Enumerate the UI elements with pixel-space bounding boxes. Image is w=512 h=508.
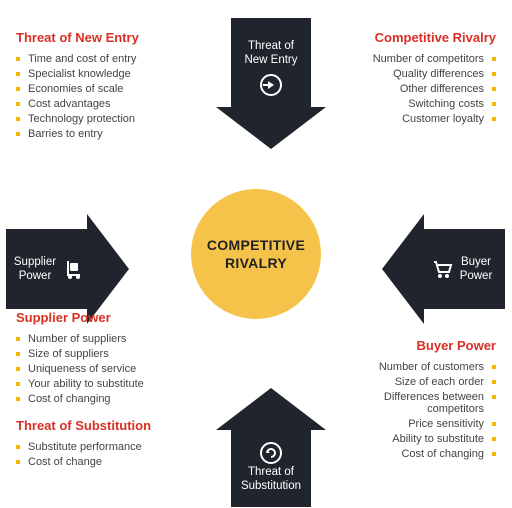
list-item: Cost of changing — [16, 391, 186, 406]
section-new-entry-list: Time and cost of entrySpecialist knowled… — [16, 51, 186, 141]
section-new-entry: Threat of New Entry Time and cost of ent… — [16, 30, 186, 141]
list-item: Cost advantages — [16, 96, 186, 111]
section-buyer-list: Number of customersSize of each orderDif… — [326, 359, 496, 461]
cart-icon — [430, 257, 454, 281]
arrow-bottom-label: Threat ofSubstitution — [241, 465, 301, 494]
list-item: Customer loyalty — [326, 111, 496, 126]
arrow-bottom: Threat ofSubstitution — [216, 388, 326, 507]
section-substitution: Threat of Substitution Substitute perfor… — [16, 418, 186, 469]
arrow-right-head — [382, 214, 424, 324]
arrow-bottom-head — [216, 388, 326, 430]
center-circle: COMPETITIVERIVALRY — [191, 189, 321, 319]
arrow-right-label: BuyerPower — [460, 255, 493, 284]
list-item: Switching costs — [326, 96, 496, 111]
list-item: Cost of changing — [326, 446, 496, 461]
list-item: Other differences — [326, 81, 496, 96]
section-buyer-title: Buyer Power — [326, 338, 496, 353]
list-item: Number of suppliers — [16, 331, 186, 346]
list-item: Barries to entry — [16, 126, 186, 141]
arrow-left-head — [87, 214, 129, 324]
list-item: Economies of scale — [16, 81, 186, 96]
arrow-left-body: SupplierPower — [6, 229, 88, 309]
enter-icon — [259, 73, 283, 97]
section-rivalry-title: Competitive Rivalry — [326, 30, 496, 45]
list-item: Size of suppliers — [16, 346, 186, 361]
list-item: Technology protection — [16, 111, 186, 126]
section-supplier-title: Supplier Power — [16, 310, 186, 325]
section-new-entry-title: Threat of New Entry — [16, 30, 186, 45]
arrow-left-label: SupplierPower — [14, 255, 56, 284]
list-item: Your ability to substitute — [16, 376, 186, 391]
section-supplier-list: Number of suppliersSize of suppliersUniq… — [16, 331, 186, 406]
list-item: Uniqueness of service — [16, 361, 186, 376]
section-rivalry-list: Number of competitorsQuality differences… — [326, 51, 496, 126]
section-substitution-title: Threat of Substitution — [16, 418, 186, 433]
list-item: Price sensitivity — [326, 416, 496, 431]
section-rivalry: Competitive Rivalry Number of competitor… — [326, 30, 496, 126]
list-item: Time and cost of entry — [16, 51, 186, 66]
arrow-top-head — [216, 107, 326, 149]
arrow-right-body: BuyerPower — [423, 229, 505, 309]
list-item: Number of competitors — [326, 51, 496, 66]
arrow-bottom-body: Threat ofSubstitution — [231, 429, 311, 507]
list-item: Size of each order — [326, 374, 496, 389]
arrow-right: BuyerPower — [382, 214, 505, 324]
arrow-top-body: Threat ofNew Entry — [231, 18, 311, 108]
section-substitution-list: Substitute performanceCost of change — [16, 439, 186, 469]
arrow-top: Threat ofNew Entry — [216, 18, 326, 149]
list-item: Differences between competitors — [326, 389, 496, 416]
arrow-left: SupplierPower — [6, 214, 129, 324]
refresh-icon — [259, 441, 283, 465]
hand-truck-icon — [62, 257, 86, 281]
center-label: COMPETITIVERIVALRY — [207, 236, 305, 272]
section-supplier: Supplier Power Number of suppliersSize o… — [16, 310, 186, 406]
list-item: Specialist knowledge — [16, 66, 186, 81]
list-item: Substitute performance — [16, 439, 186, 454]
list-item: Number of customers — [326, 359, 496, 374]
section-buyer: Buyer Power Number of customersSize of e… — [326, 338, 496, 461]
arrow-top-label: Threat ofNew Entry — [244, 39, 297, 68]
list-item: Cost of change — [16, 454, 186, 469]
list-item: Ability to substitute — [326, 431, 496, 446]
list-item: Quality differences — [326, 66, 496, 81]
